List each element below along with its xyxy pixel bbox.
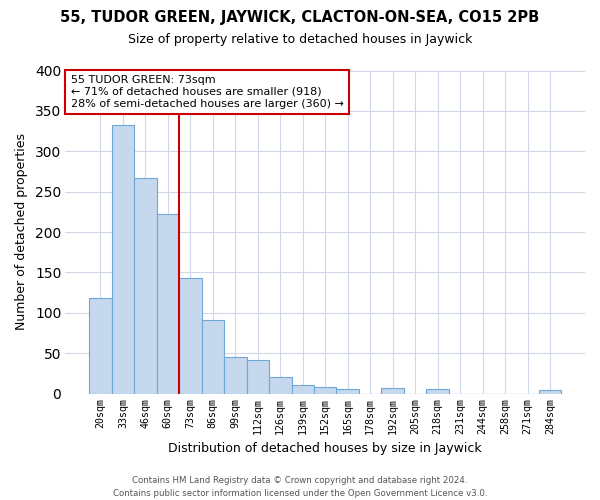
Bar xyxy=(157,214,179,394)
Bar xyxy=(269,378,292,394)
Bar xyxy=(134,178,157,394)
Y-axis label: Number of detached properties: Number of detached properties xyxy=(15,134,28,330)
Text: 55, TUDOR GREEN, JAYWICK, CLACTON-ON-SEA, CO15 2PB: 55, TUDOR GREEN, JAYWICK, CLACTON-ON-SEA… xyxy=(61,10,539,25)
Text: Size of property relative to detached houses in Jaywick: Size of property relative to detached ho… xyxy=(128,32,472,46)
Text: Contains HM Land Registry data © Crown copyright and database right 2024.
Contai: Contains HM Land Registry data © Crown c… xyxy=(113,476,487,498)
Bar xyxy=(382,388,404,394)
Bar xyxy=(247,360,269,394)
Bar xyxy=(224,357,247,394)
Bar xyxy=(292,384,314,394)
Bar xyxy=(337,388,359,394)
X-axis label: Distribution of detached houses by size in Jaywick: Distribution of detached houses by size … xyxy=(169,442,482,455)
Bar xyxy=(89,298,112,394)
Bar xyxy=(202,320,224,394)
Text: 55 TUDOR GREEN: 73sqm
← 71% of detached houses are smaller (918)
28% of semi-det: 55 TUDOR GREEN: 73sqm ← 71% of detached … xyxy=(71,76,344,108)
Bar xyxy=(314,387,337,394)
Bar xyxy=(179,278,202,394)
Bar xyxy=(427,390,449,394)
Bar xyxy=(539,390,562,394)
Bar xyxy=(112,124,134,394)
